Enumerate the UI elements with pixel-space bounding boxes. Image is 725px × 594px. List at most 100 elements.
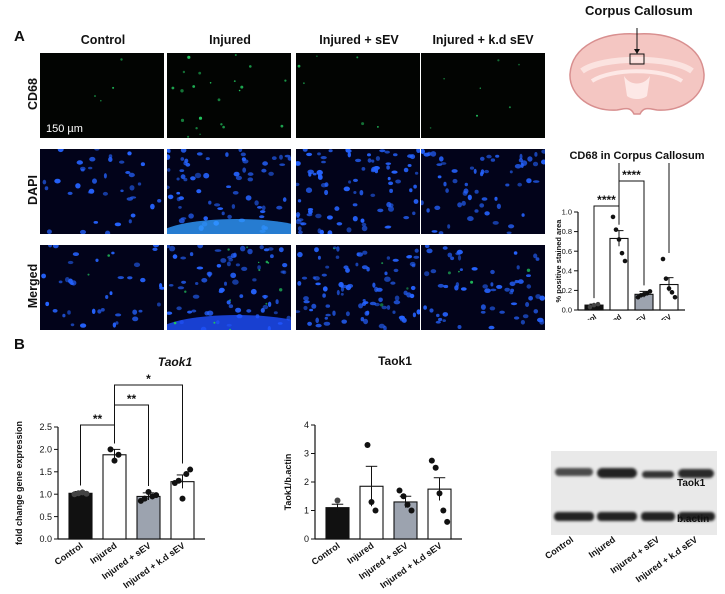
category-label: Control [571, 312, 598, 320]
category-label: Injured + k.d sEV [121, 540, 186, 590]
data-point [141, 495, 148, 502]
data-point [432, 464, 439, 471]
blot-band-bactin-control [554, 512, 594, 521]
data-point [587, 304, 593, 310]
micrograph-cd68-injured-kd-sev [421, 53, 545, 138]
micrograph-dapi-control [40, 149, 164, 234]
y-axis-label: fold change gene expression [14, 421, 24, 545]
row-heading-cd68: CD68 [26, 78, 40, 110]
significance-bracket [114, 384, 183, 464]
data-point [669, 290, 675, 295]
y-tick-label: 4 [304, 420, 309, 430]
data-point [428, 457, 435, 464]
data-point [663, 276, 669, 281]
data-point [616, 237, 622, 242]
micrograph-merged-control [40, 245, 164, 330]
chart-taok1-qpcr: 0.0 0.5 1.0 1.5 2.0 2.5 fold change gene expre… [14, 372, 205, 590]
data-point [591, 302, 597, 308]
y-tick-label: 1.0 [562, 208, 572, 217]
data-point [334, 497, 341, 504]
category-label: Injured [597, 312, 623, 320]
y-tick-label: 1 [304, 506, 309, 516]
data-point [408, 507, 415, 514]
blot-band-bactin-injured-sev [641, 512, 675, 521]
bar-0 [325, 507, 350, 540]
y-tick-label: 2.5 [39, 422, 52, 432]
y-tick-label: 1.0 [39, 489, 52, 499]
micrograph-dapi-injured [167, 149, 291, 234]
data-point [666, 286, 672, 291]
row-heading-merged: Merged [26, 263, 40, 309]
panel-a-label: A [14, 28, 25, 45]
y-tick-label: 3 [304, 449, 309, 459]
data-point [619, 250, 625, 256]
bar-0 [68, 492, 93, 540]
y-tick-label: 0.0 [562, 306, 572, 315]
blot-label-bactin: b.actin [677, 514, 710, 525]
column-heading-injured-kd-sev: Injured + k.d sEV [432, 33, 534, 47]
data-point [613, 227, 619, 232]
category-label: Injured [88, 540, 118, 565]
data-point [610, 214, 616, 220]
significance-label: * [146, 372, 151, 386]
blot-lane-label: Control [543, 535, 575, 561]
chart-taok1-western-title: Taok1 [378, 354, 412, 368]
data-point [660, 256, 666, 262]
column-heading-injured-sev: Injured + sEV [319, 33, 399, 47]
scale-bar [44, 138, 106, 140]
data-point [647, 289, 653, 294]
blot-lane-label: Injured [587, 535, 617, 560]
blot-band-bactin-injured [597, 512, 637, 521]
scale-bar-label: 150 µm [46, 123, 83, 135]
bar-1 [609, 237, 629, 311]
blot-band-taok1-injured [597, 468, 637, 478]
data-point [364, 441, 371, 448]
data-point [436, 490, 443, 497]
blot-band-taok1-injured-sev [642, 471, 674, 478]
significance-label: **** [622, 168, 641, 182]
category-label: Control [53, 540, 85, 567]
category-label: Injured [345, 540, 375, 565]
y-tick-label: 0.4 [562, 266, 572, 275]
data-point [145, 488, 152, 495]
data-point [400, 493, 407, 500]
y-tick-label: 0.6 [562, 247, 572, 256]
category-label: Control [310, 540, 342, 567]
western-blot [551, 451, 717, 535]
data-point [175, 477, 182, 484]
data-point [183, 471, 190, 478]
data-point [440, 507, 447, 514]
data-point [372, 507, 379, 514]
data-point [111, 457, 118, 464]
data-point [153, 492, 160, 499]
y-tick-label: 0 [304, 534, 309, 544]
data-point [404, 501, 411, 508]
data-point [622, 258, 628, 264]
blot-label-taok1: Taok1 [677, 478, 706, 489]
y-tick-label: 1.5 [39, 467, 52, 477]
micrograph-merged-injured-kd-sev [421, 245, 545, 330]
y-axis-label: Taok1/b.actin [283, 454, 293, 511]
micrograph-dapi-injured-kd-sev [421, 149, 545, 234]
micrograph-dapi-injured-sev [296, 149, 420, 234]
bar-3 [170, 481, 195, 540]
micrograph-cd68-control [40, 53, 164, 138]
y-tick-label: 2 [304, 477, 309, 487]
data-point [115, 451, 122, 458]
chart-taok1-qpcr-title: Taok1 [157, 355, 193, 369]
brain-title: Corpus Callosum [585, 3, 693, 18]
chart-taok1-western: 0 1 2 3 4 Taok1/b.actin Control InjuredInjured … [283, 420, 462, 590]
significance-label: **** [597, 193, 616, 207]
y-tick-label: 0.2 [562, 286, 572, 295]
y-tick-label: 2.0 [39, 445, 52, 455]
data-point [107, 446, 114, 453]
blot-band-taok1-injured-kd-sev [678, 469, 714, 478]
significance-label: ** [93, 412, 103, 426]
significance-label: ** [127, 392, 137, 406]
data-point [672, 294, 678, 300]
chart-cd68-title: CD68 in Corpus Callosum [569, 150, 705, 162]
data-point [368, 498, 375, 505]
blot-band-bactin-injured-kd-sev [678, 512, 715, 521]
significance-bracket [618, 163, 670, 254]
chart-cd68: 0.0 0.2 0.4 0.6 0.8 1.0 % positive stained are… [554, 163, 685, 320]
